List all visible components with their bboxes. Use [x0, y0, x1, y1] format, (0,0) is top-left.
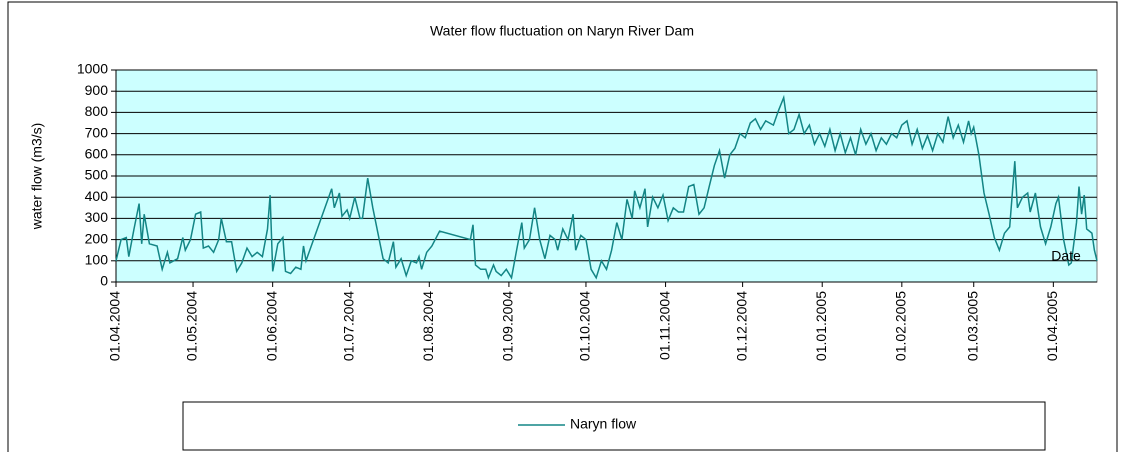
x-tick-label: 01.10.2004 — [577, 291, 593, 361]
y-tick-label: 700 — [85, 124, 109, 140]
x-tick-label: 01.05.2004 — [184, 291, 200, 361]
y-tick-label: 400 — [85, 188, 109, 204]
x-tick-label: 01.11.2004 — [656, 291, 672, 360]
y-tick-label: 100 — [85, 252, 109, 268]
y-tick-label: 500 — [85, 167, 109, 183]
y-tick-label: 600 — [85, 146, 109, 162]
y-tick-label: 900 — [85, 82, 109, 98]
y-tick-label: 1000 — [77, 61, 108, 77]
legend-label: Naryn flow — [570, 416, 637, 432]
x-tick-label: 01.07.2004 — [340, 291, 356, 361]
x-tick-label: 01.03.2005 — [964, 291, 980, 361]
x-tick-label: 01.08.2004 — [420, 291, 436, 361]
y-tick-label: 300 — [85, 209, 109, 225]
y-tick-label: 200 — [85, 230, 109, 246]
x-tick-label: 01.04.2005 — [1044, 291, 1060, 361]
chart-title: Water flow fluctuation on Naryn River Da… — [430, 23, 694, 39]
x-tick-label: 01.06.2004 — [263, 291, 279, 361]
x-tick-label: 01.02.2005 — [893, 291, 909, 361]
legend-box — [182, 401, 1046, 451]
x-tick-label: 01.04.2004 — [107, 291, 123, 361]
y-tick-label: 0 — [100, 273, 108, 289]
x-axis-label: Date — [1051, 248, 1081, 264]
y-tick-label: 800 — [85, 103, 109, 119]
y-axis-label: water flow (m3/s) — [29, 123, 45, 231]
x-tick-label: 01.01.2005 — [813, 291, 829, 361]
x-tick-label: 01.12.2004 — [733, 291, 749, 361]
data-line — [115, 94, 1098, 281]
x-tick-label: 01.09.2004 — [500, 291, 516, 361]
